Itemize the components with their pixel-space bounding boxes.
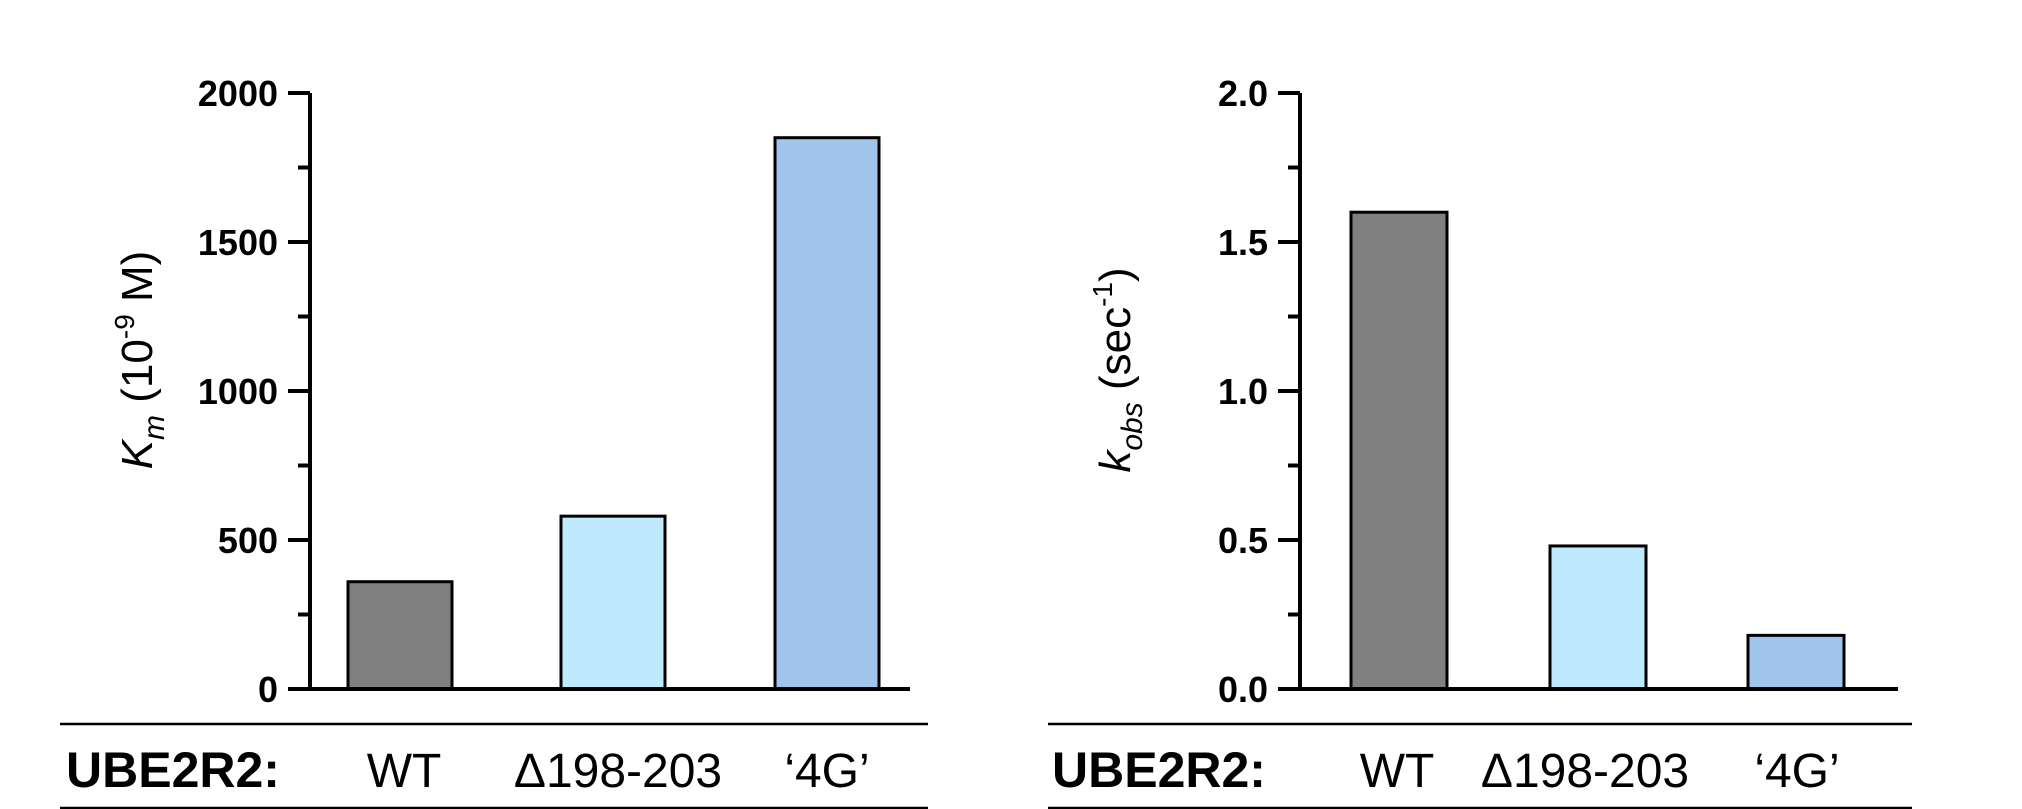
category-labels: WT Δ198-203 ‘4G’ — [1360, 745, 1840, 798]
chart-km: 0 500 1000 1500 2000 Km (10-9 M) UBE2R2: WT Δ… — [60, 73, 928, 809]
bar-1 — [1349, 210, 1449, 691]
chart-kobs: 0.0 0.5 1.0 1.5 2.0 kobs (sec-1) UBE2R2: WT Δ… — [1048, 73, 1912, 809]
x-axis-prefix: UBE2R2: — [1052, 742, 1266, 798]
y-tick-label: 1000 — [198, 371, 278, 412]
category-label: WT — [1360, 745, 1435, 798]
bar-3 — [773, 136, 881, 691]
y-tick-label: 2000 — [198, 73, 278, 114]
bar-3 — [1746, 633, 1846, 691]
x-axis-prefix: UBE2R2: — [66, 742, 280, 798]
category-label: WT — [367, 745, 442, 798]
y-axis: 0 500 1000 1500 2000 — [198, 73, 910, 710]
category-label: ‘4G’ — [1754, 745, 1839, 798]
y-axis-label: kobs (sec-1) — [1087, 267, 1149, 472]
y-axis: 0.0 0.5 1.0 1.5 2.0 — [1218, 73, 1898, 710]
category-label: Δ198-203 — [1481, 745, 1689, 798]
category-labels: WT Δ198-203 ‘4G’ — [367, 745, 870, 798]
y-tick-label: 0.5 — [1218, 520, 1268, 561]
bars — [1349, 210, 1846, 691]
category-label: ‘4G’ — [784, 745, 869, 798]
y-tick-label: 2.0 — [1218, 73, 1268, 114]
y-tick-label: 500 — [218, 520, 278, 561]
y-tick-label: 1.5 — [1218, 222, 1268, 263]
category-label: Δ198-203 — [514, 745, 722, 798]
y-tick-label: 0 — [258, 669, 278, 710]
bars — [346, 136, 881, 691]
bar-2 — [1548, 544, 1648, 691]
y-tick-label: 0.0 — [1218, 669, 1268, 710]
bar-1 — [346, 580, 454, 691]
bar-2 — [559, 514, 667, 691]
y-tick-label: 1500 — [198, 222, 278, 263]
y-tick-label: 1.0 — [1218, 371, 1268, 412]
y-axis-label: Km (10-9 M) — [109, 251, 171, 470]
